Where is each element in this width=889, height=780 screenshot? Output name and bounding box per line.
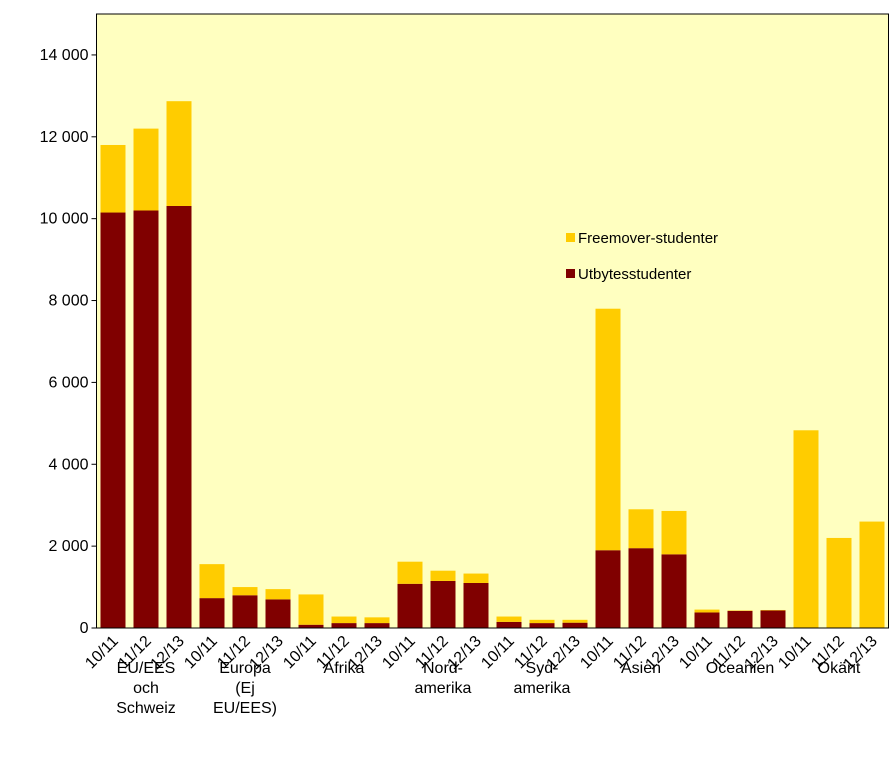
group-label: Europa <box>219 660 271 677</box>
bar-segment <box>430 570 456 581</box>
bar-segment <box>265 589 291 600</box>
bar-segment <box>364 617 390 624</box>
group-label: EU/EES <box>117 660 176 677</box>
bar-segment <box>826 537 852 628</box>
bar-segment <box>397 561 423 584</box>
bar-segment <box>430 580 456 628</box>
bar-segment <box>529 619 555 624</box>
bar-segment <box>133 128 159 211</box>
group-label: amerika <box>415 680 472 697</box>
bar-segment <box>166 101 192 206</box>
legend-swatch <box>566 269 575 278</box>
bar-segment <box>496 621 522 628</box>
y-tick-label: 10 000 <box>40 211 89 228</box>
x-tick-label: 10/11 <box>181 633 221 673</box>
bar-segment <box>100 144 126 213</box>
group-label: Okänt <box>818 660 861 677</box>
group-label: Afrika <box>324 660 365 677</box>
bar-segment <box>265 599 291 628</box>
group-label: Oceanien <box>706 660 775 677</box>
group-label: EU/EES) <box>213 700 277 717</box>
bar-segment <box>166 205 192 628</box>
group-label: Syd- <box>526 660 559 677</box>
x-tick-label: 10/11 <box>280 633 320 673</box>
bar-segment <box>562 619 588 623</box>
x-tick-label: 10/11 <box>775 633 815 673</box>
bar-segment <box>760 610 786 628</box>
y-tick-label: 12 000 <box>40 129 89 146</box>
bar-segment <box>232 587 258 596</box>
bar-segment <box>232 595 258 628</box>
group-label: Schweiz <box>116 700 176 717</box>
group-label: och <box>133 680 159 697</box>
y-tick-label: 4 000 <box>48 456 88 473</box>
y-tick-label: 6 000 <box>48 374 88 391</box>
plot-area <box>96 13 889 629</box>
bar-segment <box>463 582 489 628</box>
bar-segment <box>793 430 819 628</box>
bar-segment <box>298 594 324 625</box>
bar-segment <box>661 554 687 628</box>
bar-segment <box>529 623 555 628</box>
group-label: Asien <box>621 660 661 677</box>
bar-segment <box>727 610 753 628</box>
bar-segment <box>628 509 654 549</box>
legend-swatch <box>566 233 575 242</box>
y-tick-label: 2 000 <box>48 538 88 555</box>
bar-segment <box>859 521 885 628</box>
group-label: Nord- <box>423 660 463 677</box>
bar-segment <box>628 548 654 628</box>
bar-segment <box>199 598 225 628</box>
y-tick-label: 0 <box>80 620 89 637</box>
bar-segment <box>595 550 621 628</box>
bar-segment <box>331 623 357 628</box>
legend-label: Freemover-studenter <box>578 230 718 247</box>
bar-segment <box>397 583 423 628</box>
bar-segment <box>661 510 687 555</box>
bar-segment <box>133 210 159 629</box>
bar-segment <box>463 573 489 583</box>
bar-segment <box>562 622 588 628</box>
bar-segment <box>496 616 522 622</box>
legend-label: Utbytesstudenter <box>578 266 691 283</box>
group-label: (Ej <box>235 680 255 697</box>
group-label: amerika <box>514 680 571 697</box>
x-tick-label: 10/11 <box>379 633 419 673</box>
y-tick-label: 14 000 <box>40 47 89 64</box>
bar-segment <box>595 308 621 551</box>
x-tick-label: 10/11 <box>478 633 518 673</box>
bar-segment <box>694 612 720 628</box>
y-tick-label: 8 000 <box>48 293 88 310</box>
bar-segment <box>364 623 390 628</box>
bar-segment <box>199 564 225 599</box>
x-tick-label: 10/11 <box>577 633 617 673</box>
bar-segment <box>694 609 720 613</box>
bar-segment <box>331 616 357 624</box>
bar-segment <box>298 624 324 628</box>
bar-segment <box>100 212 126 628</box>
